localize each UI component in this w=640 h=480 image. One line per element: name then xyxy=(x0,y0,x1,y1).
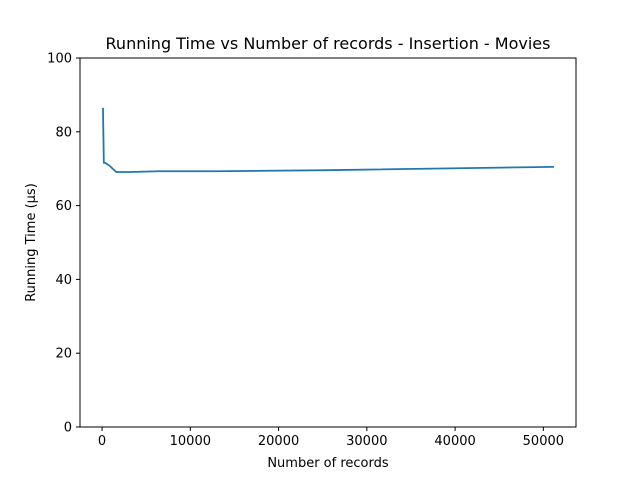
x-axis-label: Number of records xyxy=(267,456,389,471)
series-line xyxy=(102,107,554,173)
x-tick-label: 30000 xyxy=(346,434,387,449)
y-tick-label: 100 xyxy=(47,52,72,67)
y-tick-label: 40 xyxy=(55,273,72,288)
y-tick-label: 60 xyxy=(55,199,72,214)
x-tick-label: 40000 xyxy=(434,434,475,449)
x-tick-label: 10000 xyxy=(170,434,211,449)
plot-frame xyxy=(79,57,577,428)
y-tick-label: 0 xyxy=(64,421,72,436)
y-tick-label: 20 xyxy=(55,347,72,362)
chart-title: Running Time vs Number of records - Inse… xyxy=(106,34,551,53)
y-axis-label: Running Time (μs) xyxy=(24,183,39,302)
x-tick-label: 50000 xyxy=(523,434,564,449)
y-tick-label: 80 xyxy=(55,125,72,140)
x-tick-label: 0 xyxy=(98,434,106,449)
x-tick-label: 20000 xyxy=(258,434,299,449)
